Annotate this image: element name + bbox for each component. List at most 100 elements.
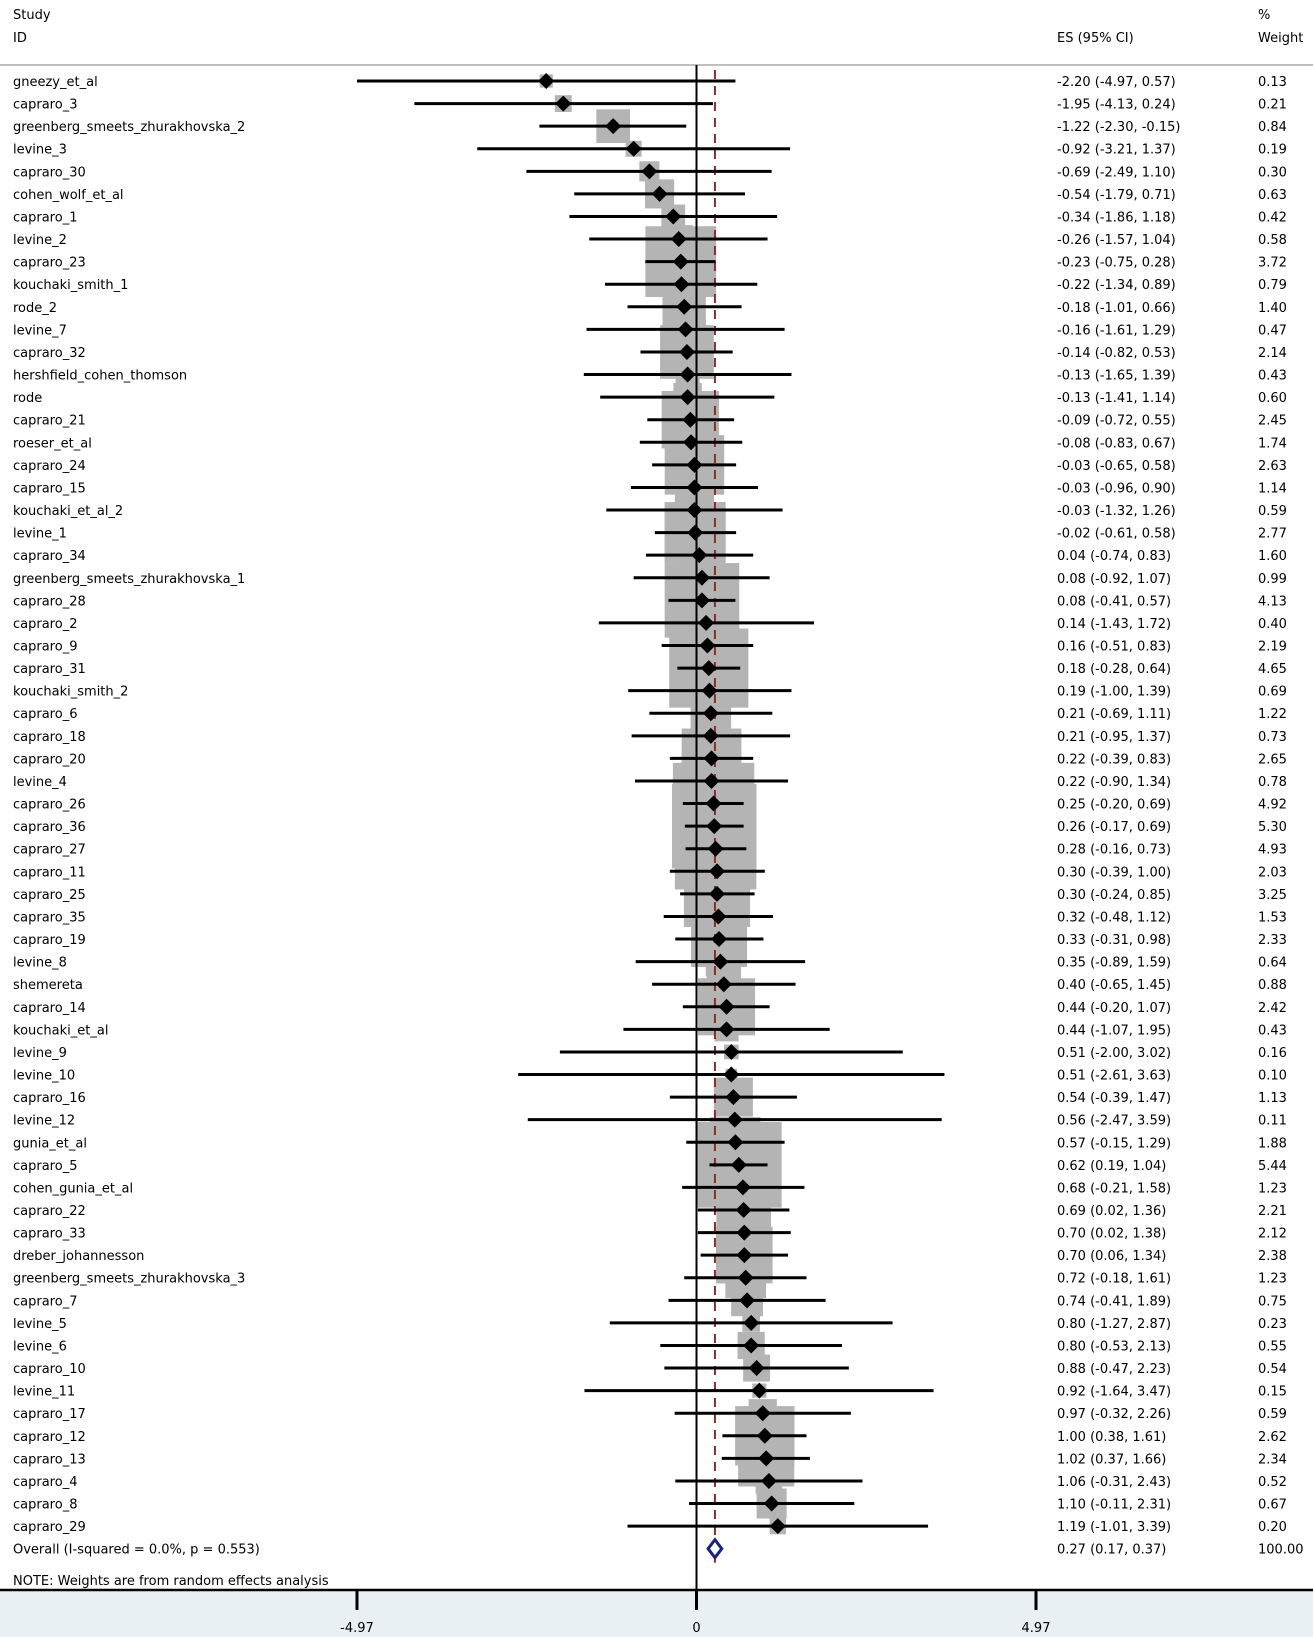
weight-text: 2.14 [1258, 346, 1287, 361]
weight-text: 2.19 [1258, 640, 1287, 655]
study-label: capraro_33 [13, 1227, 86, 1242]
weight-text: 1.60 [1258, 549, 1287, 564]
confidence-intervals [357, 79, 945, 1528]
weight-text: 0.10 [1258, 1069, 1287, 1084]
point-estimate [702, 705, 719, 722]
study-label: capraro_28 [13, 594, 86, 609]
weight-text: 0.42 [1258, 210, 1287, 225]
point-estimate [715, 976, 732, 993]
weight-text: 2.65 [1258, 752, 1287, 767]
weight-text: 2.45 [1258, 414, 1287, 429]
weight-text: 0.69 [1258, 685, 1287, 700]
point-estimate [625, 140, 642, 157]
study-label: capraro_15 [13, 481, 86, 496]
weight-text: 1.53 [1258, 910, 1287, 925]
study-label: capraro_12 [13, 1430, 86, 1445]
point-estimate [678, 343, 695, 360]
point-estimate [763, 1495, 780, 1512]
weight-text: 2.12 [1258, 1227, 1287, 1242]
study-label: levine_3 [13, 143, 67, 158]
study-label: greenberg_smeets_zhurakhovska_3 [13, 1272, 245, 1287]
ci-text: 0.51 (-2.00, 3.02) [1057, 1046, 1171, 1061]
weight-text: 0.73 [1258, 730, 1287, 745]
ci-text: 0.69 (0.02, 1.36) [1057, 1204, 1166, 1219]
point-estimate [679, 389, 696, 406]
overall-weight-text: 100.00 [1258, 1543, 1304, 1558]
point-estimate [693, 569, 710, 586]
weight-text: 4.92 [1258, 798, 1287, 813]
ci-text: -1.95 (-4.13, 0.24) [1057, 98, 1176, 113]
study-label: levine_4 [13, 775, 67, 790]
ci-text: 0.35 (-0.89, 1.59) [1057, 956, 1171, 971]
weight-text: 0.43 [1258, 369, 1287, 384]
point-estimate [723, 1066, 740, 1083]
study-label: capraro_3 [13, 98, 77, 113]
point-estimate [682, 411, 699, 428]
study-label: capraro_23 [13, 256, 86, 271]
point-estimate [676, 298, 693, 315]
point-estimate [703, 772, 720, 789]
ci-text: 0.08 (-0.41, 0.57) [1057, 594, 1171, 609]
weight-text: 0.84 [1258, 120, 1287, 135]
point-estimate [687, 524, 704, 541]
study-label: levine_5 [13, 1317, 67, 1332]
study-label: capraro_21 [13, 414, 86, 429]
ci-text: 1.10 (-0.11, 2.31) [1057, 1498, 1171, 1513]
point-estimate [739, 1292, 756, 1309]
ci-text: 0.80 (-1.27, 2.87) [1057, 1317, 1171, 1332]
weight-text: 2.42 [1258, 1001, 1287, 1016]
x-axis-tick-label: 4.97 [1022, 1621, 1051, 1636]
weight-text: 0.63 [1258, 188, 1287, 203]
ci-text: 0.30 (-0.39, 1.00) [1057, 865, 1171, 880]
ci-text: 0.97 (-0.32, 2.26) [1057, 1407, 1171, 1422]
ci-text: 0.16 (-0.51, 0.83) [1057, 640, 1171, 655]
point-estimate [673, 276, 690, 293]
ci-text: 0.19 (-1.00, 1.39) [1057, 685, 1171, 700]
study-label: levine_9 [13, 1046, 67, 1061]
point-estimate [743, 1337, 760, 1354]
study-label: capraro_8 [13, 1498, 77, 1513]
point-estimate [555, 95, 572, 112]
weight-text: 5.30 [1258, 820, 1287, 835]
point-estimate [711, 931, 728, 948]
ci-text: 0.21 (-0.69, 1.11) [1057, 707, 1171, 722]
point-estimate [751, 1382, 768, 1399]
ci-text: 0.28 (-0.16, 0.73) [1057, 843, 1171, 858]
ci-text: -0.54 (-1.79, 0.71) [1057, 188, 1176, 203]
ci-text: -0.03 (-0.65, 0.58) [1057, 459, 1176, 474]
study-label: cohen_gunia_et_al [13, 1181, 133, 1196]
ci-text: 0.08 (-0.92, 1.07) [1057, 572, 1171, 587]
point-estimate [670, 231, 687, 248]
ci-text: 0.22 (-0.90, 1.34) [1057, 775, 1171, 790]
study-label: capraro_27 [13, 843, 86, 858]
point-estimates [538, 73, 786, 1535]
ci-text: -2.20 (-4.97, 0.57) [1057, 75, 1176, 90]
es-header: ES (95% CI) [1057, 31, 1134, 46]
ci-text: 0.22 (-0.39, 0.83) [1057, 752, 1171, 767]
weight-text: 1.13 [1258, 1091, 1287, 1106]
study-label: kouchaki_et_al [13, 1023, 108, 1038]
ci-text: 1.06 (-0.31, 2.43) [1057, 1475, 1171, 1490]
ci-text: 0.57 (-0.15, 1.29) [1057, 1136, 1171, 1151]
point-estimate [769, 1518, 786, 1535]
weight-text: 1.74 [1258, 436, 1287, 451]
weight-text: 0.15 [1258, 1385, 1287, 1400]
study-label: capraro_34 [13, 549, 86, 564]
study-header: Study [13, 8, 51, 23]
point-estimate [677, 321, 694, 338]
point-estimate [758, 1450, 775, 1467]
weight-text: 2.03 [1258, 865, 1287, 880]
study-label: capraro_24 [13, 459, 86, 474]
weight-text: 0.30 [1258, 165, 1287, 180]
weight-text: 0.55 [1258, 1339, 1287, 1354]
point-estimate [686, 456, 703, 473]
weight-text: 0.59 [1258, 1407, 1287, 1422]
point-estimate [641, 163, 658, 180]
study-label: greenberg_smeets_zhurakhovska_2 [13, 120, 245, 135]
study-label: capraro_26 [13, 798, 86, 813]
ci-text: 0.62 (0.19, 1.04) [1057, 1159, 1166, 1174]
study-label: levine_8 [13, 956, 67, 971]
point-estimate [725, 1089, 742, 1106]
weight-header: Weight [1258, 31, 1303, 46]
ci-text: -0.16 (-1.61, 1.29) [1057, 323, 1176, 338]
